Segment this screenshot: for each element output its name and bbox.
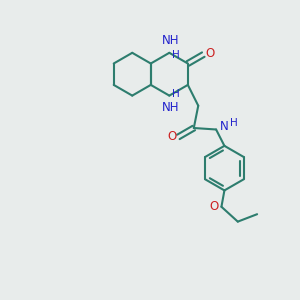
Text: H: H <box>230 118 238 128</box>
Text: H: H <box>172 50 180 60</box>
Text: H: H <box>172 88 180 99</box>
Text: O: O <box>209 200 219 213</box>
Text: NH: NH <box>162 34 180 47</box>
Text: O: O <box>205 46 214 60</box>
Text: O: O <box>167 130 176 143</box>
Text: N: N <box>220 120 229 133</box>
Text: NH: NH <box>162 101 180 114</box>
